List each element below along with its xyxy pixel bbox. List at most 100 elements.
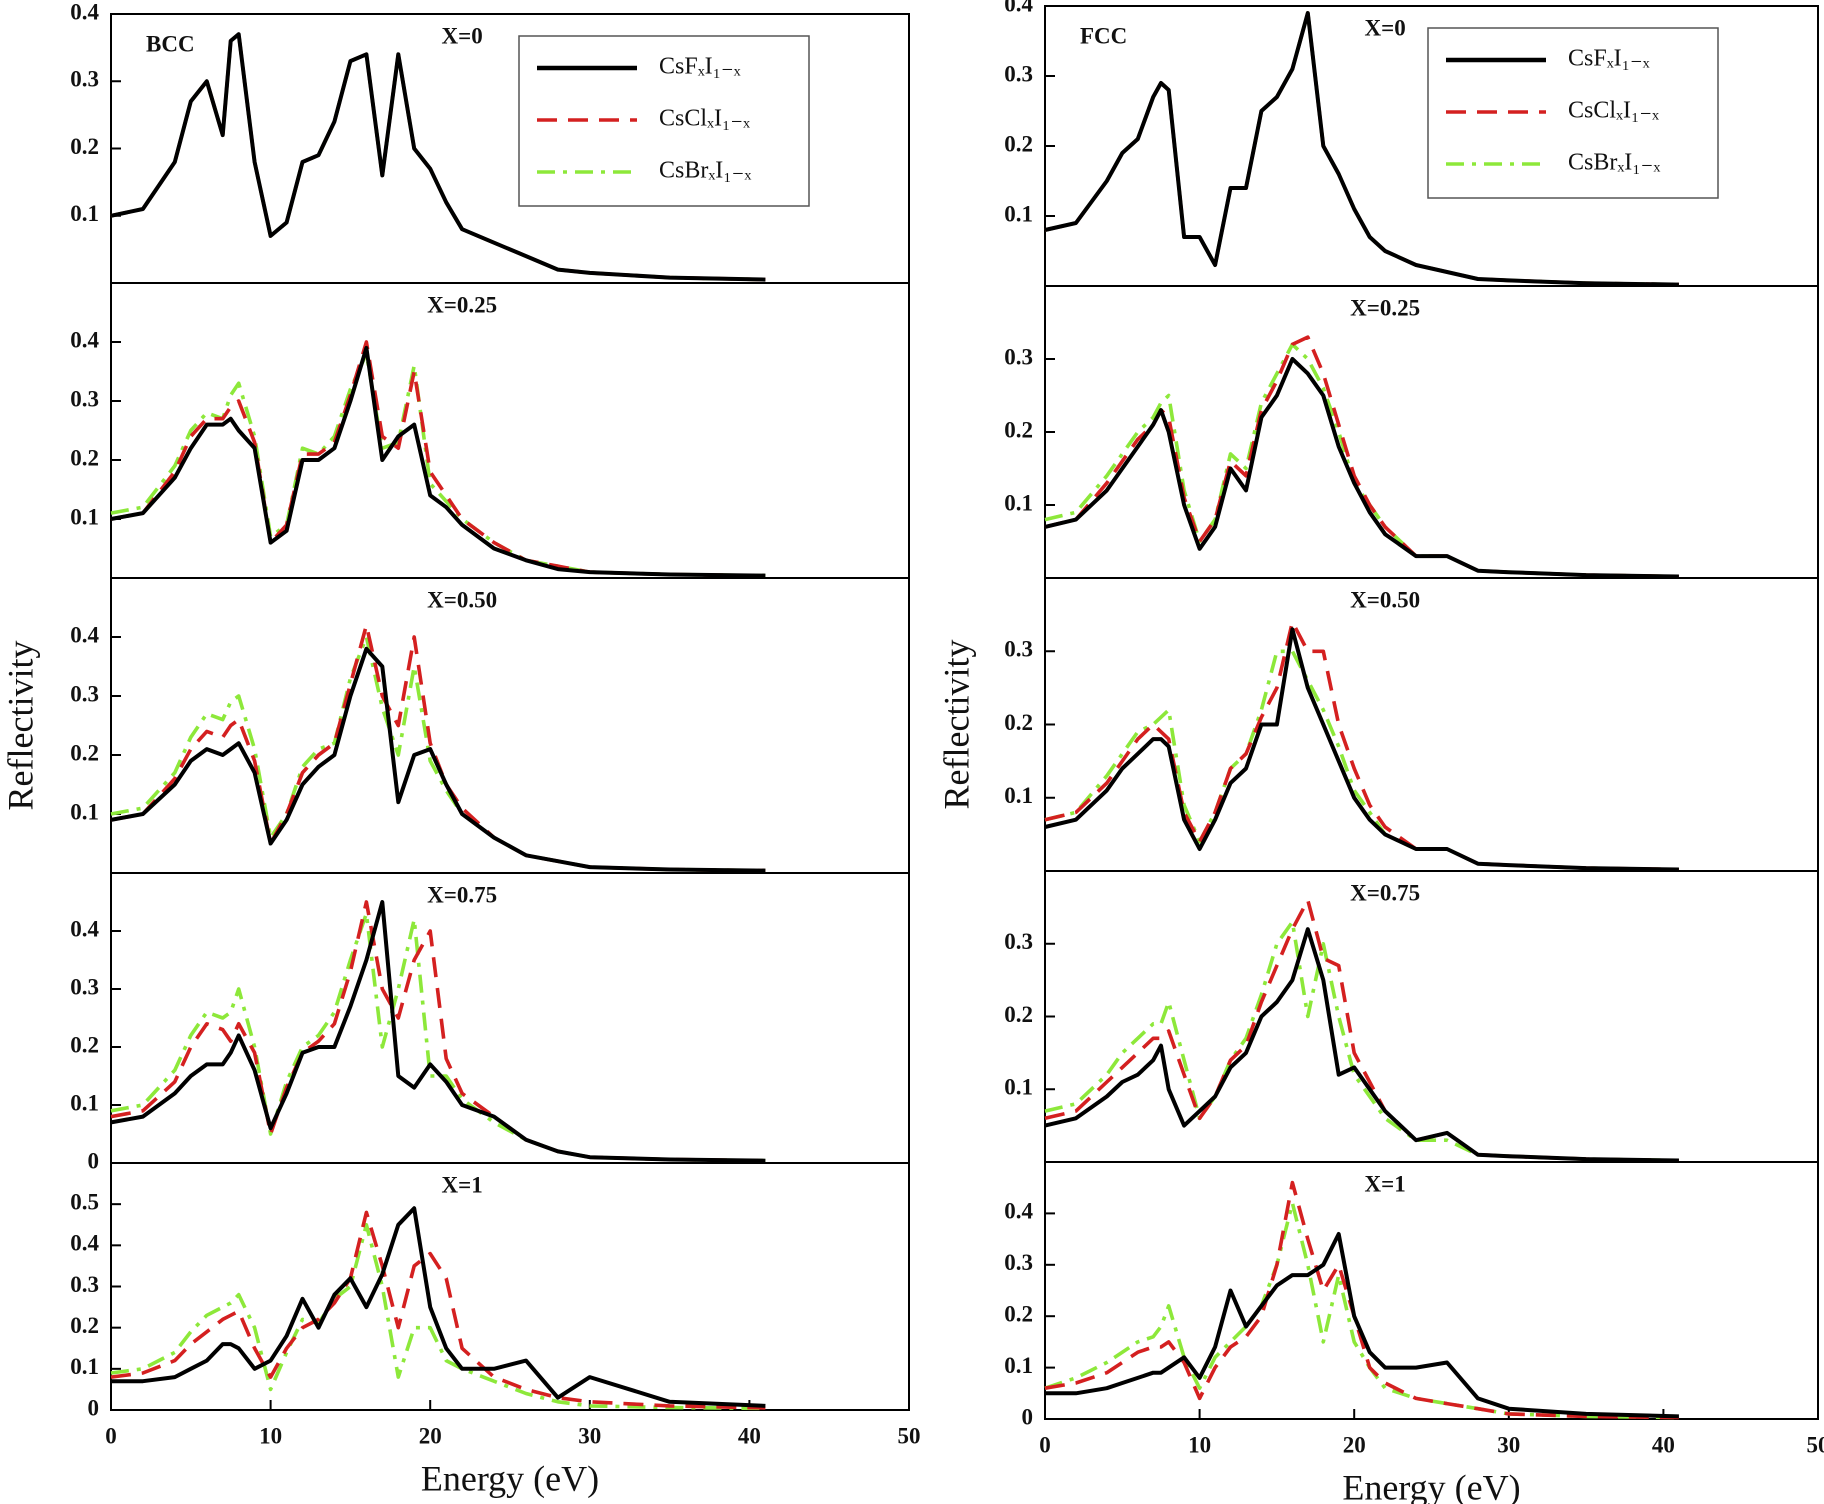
y-tick-label: 0.3	[70, 974, 99, 999]
series-line	[1044, 11, 1679, 287]
x-tick-label: 0	[1039, 1432, 1051, 1457]
series-line	[1044, 335, 1679, 579]
series-line	[110, 646, 766, 873]
panel-title: X=0.50	[427, 587, 497, 612]
series-line	[1045, 1232, 1679, 1419]
x-axis-label: Energy (eV)	[421, 1458, 599, 1498]
y-tick-label: 0.4	[1004, 1199, 1033, 1224]
panel-title: X=0.25	[1350, 295, 1420, 320]
series-line	[1044, 620, 1679, 872]
x-tick-label: 20	[419, 1423, 442, 1448]
x-tick-label: 50	[1807, 1432, 1824, 1457]
series-line	[110, 352, 766, 578]
panel-title: X=0.50	[1350, 587, 1420, 612]
y-tick-label: 0.1	[1004, 1075, 1033, 1100]
legend-label: CsBrₓI₁₋ₓ	[1568, 150, 1660, 176]
y-tick-label: 0.3	[1004, 1250, 1033, 1275]
series-line	[1044, 627, 1679, 872]
y-tick-label: 0.4	[70, 622, 99, 647]
y-tick-label: 0.1	[1004, 201, 1033, 226]
y-tick-label: 0.3	[1004, 344, 1033, 369]
y-tick-label: 0.2	[70, 445, 99, 470]
y-tick-label: 0.1	[70, 1354, 99, 1379]
series-line	[110, 1210, 766, 1410]
panel-title: X=0.75	[427, 882, 497, 907]
series-line	[110, 345, 766, 578]
y-tick-label: 0	[1022, 1404, 1034, 1429]
plot-frame	[110, 1162, 910, 1411]
y-tick-label: 0.1	[1004, 783, 1033, 808]
y-tick-label: 0.3	[1004, 929, 1033, 954]
plot-frame	[110, 282, 910, 579]
series-line	[1044, 920, 1679, 1163]
x-tick-label: 40	[1652, 1432, 1675, 1457]
series-line	[1044, 357, 1679, 579]
legend-label: CsBrₓI₁₋ₓ	[659, 158, 751, 184]
y-tick-label: 0.5	[70, 1189, 99, 1214]
x-tick-label: 40	[738, 1423, 761, 1448]
y-tick-label: 0	[88, 1395, 100, 1420]
y-tick-label: 0.3	[1004, 61, 1033, 86]
y-tick-label: 0.1	[70, 504, 99, 529]
x-tick-label: 10	[259, 1423, 282, 1448]
plot-frame	[1044, 870, 1819, 1163]
series-line	[1044, 927, 1679, 1163]
x-tick-label: 10	[1188, 1432, 1211, 1457]
y-tick-label: 0.2	[70, 740, 99, 765]
series-line	[110, 32, 766, 282]
x-tick-label: 30	[578, 1423, 601, 1448]
panel-title: X=1	[442, 1172, 483, 1197]
series-line	[110, 1223, 766, 1411]
series-line	[110, 340, 766, 578]
series-line	[110, 900, 766, 1163]
y-tick-label: 0.3	[70, 681, 99, 706]
series-line	[1044, 1201, 1679, 1420]
y-tick-label: 0.1	[70, 1090, 99, 1115]
y-tick-label: 0.4	[70, 327, 99, 352]
series-line	[110, 911, 766, 1163]
y-tick-label: 0.4	[70, 1231, 99, 1256]
y-tick-label: 0.2	[1004, 1301, 1033, 1326]
annotation: BCC	[146, 31, 195, 56]
y-tick-label: 0.2	[70, 134, 99, 159]
series-line	[110, 900, 766, 1163]
y-tick-label: 0.4	[1004, 0, 1033, 16]
x-tick-label: 50	[898, 1423, 921, 1448]
y-tick-label: 0.2	[1004, 1002, 1033, 1027]
y-tick-label: 0.4	[70, 916, 99, 941]
x-tick-label: 30	[1497, 1432, 1520, 1457]
series-line	[1044, 342, 1679, 579]
x-axis-label: Energy (eV)	[1342, 1467, 1520, 1504]
series-line	[110, 635, 766, 873]
panel-title: X=0	[1365, 15, 1406, 40]
y-tick-label: 0.1	[1004, 1353, 1033, 1378]
y-tick-label: 0.1	[1004, 490, 1033, 515]
plot-frame	[1044, 1161, 1819, 1420]
series-line	[1044, 898, 1679, 1163]
y-tick-label: 0.2	[70, 1032, 99, 1057]
y-tick-label: 0.1	[70, 799, 99, 824]
y-tick-label: 0.2	[1004, 710, 1033, 735]
y-tick-label: 0.2	[1004, 417, 1033, 442]
panel-title: X=0.75	[1350, 880, 1420, 905]
series-line	[111, 1206, 766, 1408]
y-tick-label: 0	[88, 1148, 100, 1173]
panel-title: X=0.25	[427, 292, 497, 317]
legend-label: CsFₓI₁₋ₓ	[659, 54, 741, 80]
y-tick-label: 0.2	[70, 1313, 99, 1338]
plot-frame	[1044, 577, 1819, 872]
legend-label: CsClₓI₁₋ₓ	[1568, 98, 1659, 124]
y-tick-label: 0.4	[70, 0, 99, 24]
panel-title: X=1	[1365, 1171, 1406, 1196]
legend-box	[1427, 27, 1719, 199]
legend-label: CsClₓI₁₋ₓ	[659, 106, 750, 132]
y-axis-label: Reflectivity	[0, 641, 40, 811]
annotation: FCC	[1080, 23, 1127, 48]
legend-box	[518, 35, 810, 207]
y-axis-label: Reflectivity	[936, 640, 976, 810]
plot-frame	[1044, 285, 1819, 579]
series-line	[1044, 649, 1679, 872]
y-tick-label: 0.3	[70, 67, 99, 92]
x-tick-label: 20	[1343, 1432, 1366, 1457]
